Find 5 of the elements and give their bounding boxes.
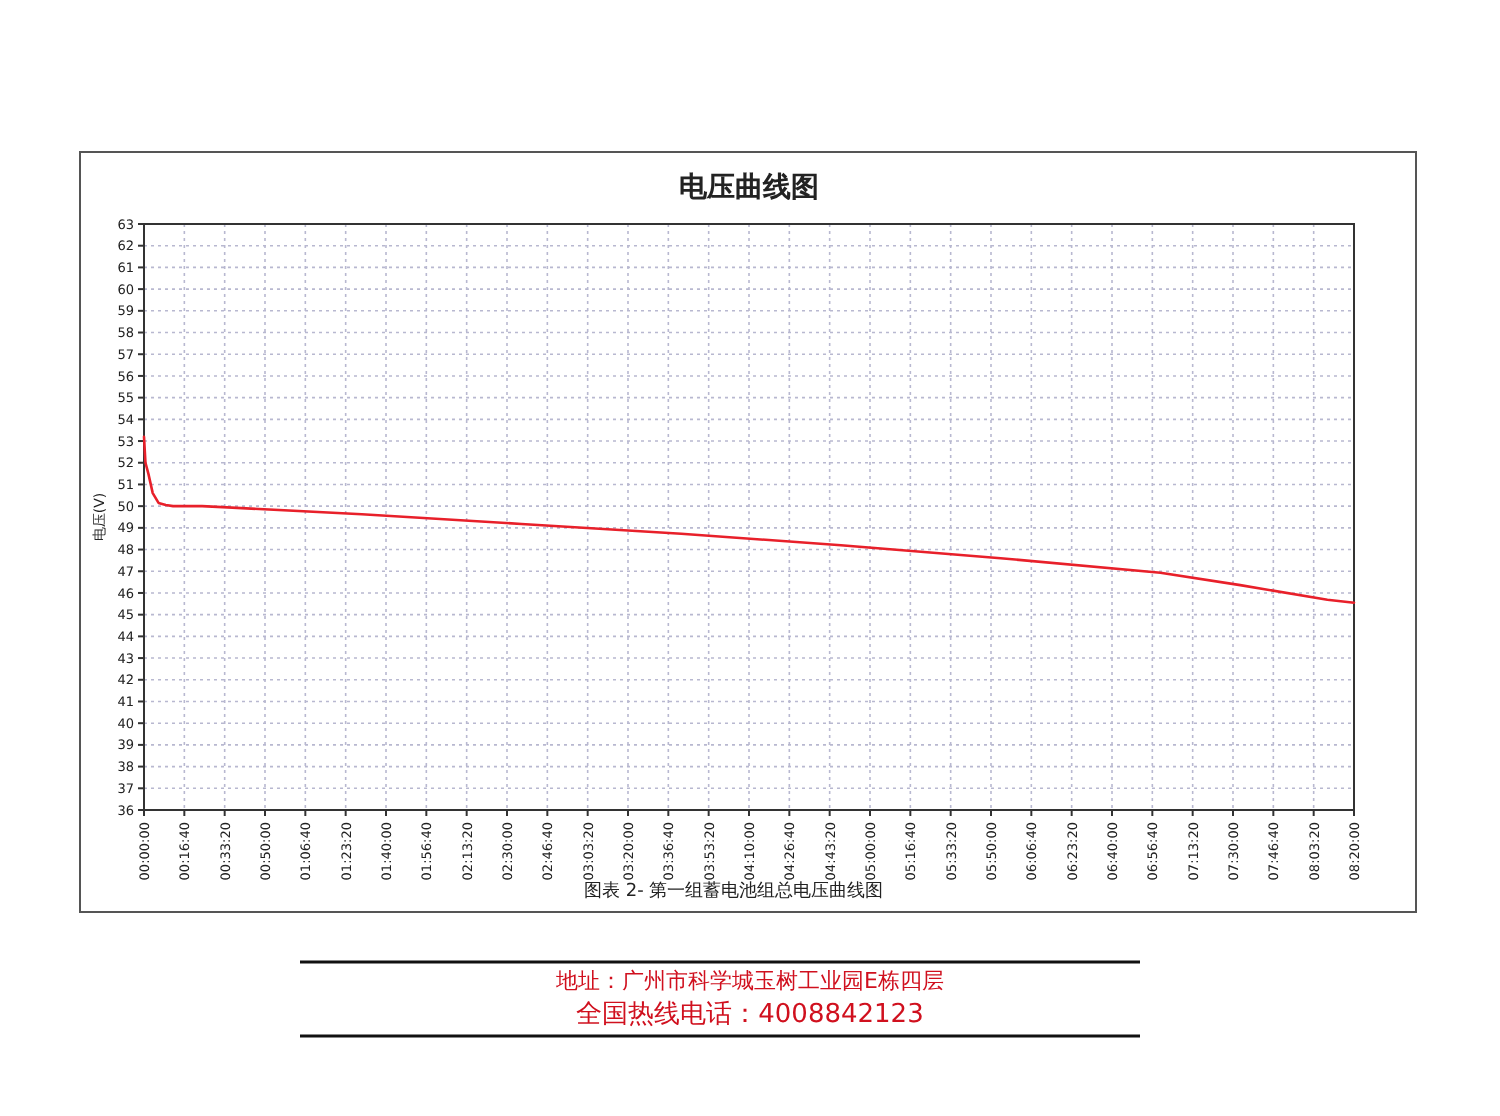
text: 全国热线电话：4008842123 [576,1000,924,1030]
text: 地址：广州市科学城玉树工业园E栋四层 [554,968,944,994]
chart-title: 电压曲线图 [679,172,819,204]
text: 图表 2- 第一组蓄电池组总电压曲线图 [584,880,884,902]
line-series [142,435,1356,605]
